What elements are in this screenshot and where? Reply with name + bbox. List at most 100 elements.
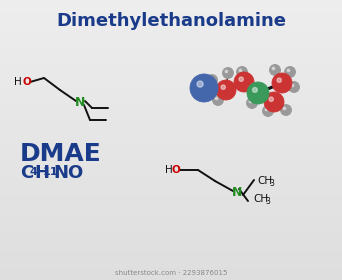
Bar xyxy=(0,129,342,132)
Circle shape xyxy=(223,67,234,78)
Bar xyxy=(0,20,342,22)
Bar xyxy=(0,160,342,162)
Bar xyxy=(0,132,342,134)
Bar xyxy=(0,81,342,84)
Circle shape xyxy=(197,81,203,87)
Bar xyxy=(0,151,342,154)
Bar xyxy=(0,123,342,126)
Text: H: H xyxy=(14,77,22,87)
Bar xyxy=(0,218,342,221)
Bar xyxy=(0,104,342,106)
Bar xyxy=(0,224,342,227)
Bar xyxy=(0,134,342,137)
Bar xyxy=(0,168,342,171)
Text: NO: NO xyxy=(53,164,83,182)
Bar xyxy=(0,36,342,39)
Bar xyxy=(0,0,342,3)
Text: CH: CH xyxy=(253,194,268,204)
Bar xyxy=(0,28,342,31)
Text: H: H xyxy=(34,164,49,182)
Circle shape xyxy=(272,67,275,70)
Bar xyxy=(0,39,342,42)
Circle shape xyxy=(252,87,257,92)
Bar xyxy=(0,157,342,160)
Bar xyxy=(0,8,342,11)
Bar xyxy=(0,90,342,92)
Circle shape xyxy=(277,78,281,82)
Bar xyxy=(0,269,342,272)
Circle shape xyxy=(291,84,294,87)
Bar xyxy=(0,272,342,274)
Bar xyxy=(0,188,342,190)
Bar xyxy=(0,11,342,14)
Bar xyxy=(0,84,342,87)
Bar xyxy=(0,260,342,263)
Bar xyxy=(0,101,342,104)
Text: O: O xyxy=(23,77,31,87)
Text: 4: 4 xyxy=(29,167,37,177)
Bar xyxy=(0,216,342,218)
Bar xyxy=(0,232,342,235)
Text: 11: 11 xyxy=(43,167,58,177)
Text: H: H xyxy=(165,165,173,175)
Bar xyxy=(0,193,342,196)
Bar xyxy=(0,120,342,123)
Circle shape xyxy=(215,97,218,100)
Text: CH: CH xyxy=(257,176,272,186)
Bar xyxy=(0,274,342,277)
Bar xyxy=(0,210,342,213)
Circle shape xyxy=(269,64,280,76)
Circle shape xyxy=(289,81,300,92)
Bar xyxy=(0,182,342,185)
Bar xyxy=(0,42,342,45)
Bar xyxy=(0,98,342,101)
Circle shape xyxy=(239,77,244,81)
Circle shape xyxy=(269,97,273,101)
Bar xyxy=(0,204,342,207)
Circle shape xyxy=(237,67,248,78)
Bar xyxy=(0,190,342,193)
Circle shape xyxy=(263,106,274,116)
Circle shape xyxy=(280,104,291,115)
Circle shape xyxy=(234,72,254,92)
Bar xyxy=(0,115,342,118)
Bar xyxy=(0,92,342,95)
Text: N: N xyxy=(232,186,242,199)
Bar xyxy=(0,14,342,17)
Bar xyxy=(0,179,342,182)
Text: C: C xyxy=(20,164,33,182)
Bar xyxy=(0,64,342,67)
Bar xyxy=(0,230,342,232)
Bar xyxy=(0,277,342,280)
Circle shape xyxy=(272,73,292,93)
Bar xyxy=(0,199,342,202)
Bar xyxy=(0,78,342,81)
Bar xyxy=(0,137,342,140)
Bar xyxy=(0,241,342,244)
Bar xyxy=(0,143,342,146)
Circle shape xyxy=(221,85,225,89)
Bar xyxy=(0,67,342,70)
Circle shape xyxy=(190,74,218,102)
Bar xyxy=(0,207,342,210)
Bar xyxy=(0,126,342,129)
Bar xyxy=(0,73,342,76)
Bar xyxy=(0,255,342,258)
Circle shape xyxy=(247,82,269,104)
Bar xyxy=(0,202,342,204)
Bar xyxy=(0,109,342,112)
Bar xyxy=(0,106,342,109)
Text: O: O xyxy=(172,165,180,175)
Bar xyxy=(0,118,342,120)
Circle shape xyxy=(225,70,228,73)
Bar xyxy=(0,76,342,78)
Bar xyxy=(0,95,342,98)
Bar xyxy=(0,3,342,6)
Bar xyxy=(0,185,342,188)
Text: DMAE: DMAE xyxy=(20,142,102,166)
Bar xyxy=(0,140,342,143)
Bar xyxy=(0,263,342,266)
Circle shape xyxy=(265,108,268,111)
Circle shape xyxy=(249,100,252,103)
Bar xyxy=(0,258,342,260)
